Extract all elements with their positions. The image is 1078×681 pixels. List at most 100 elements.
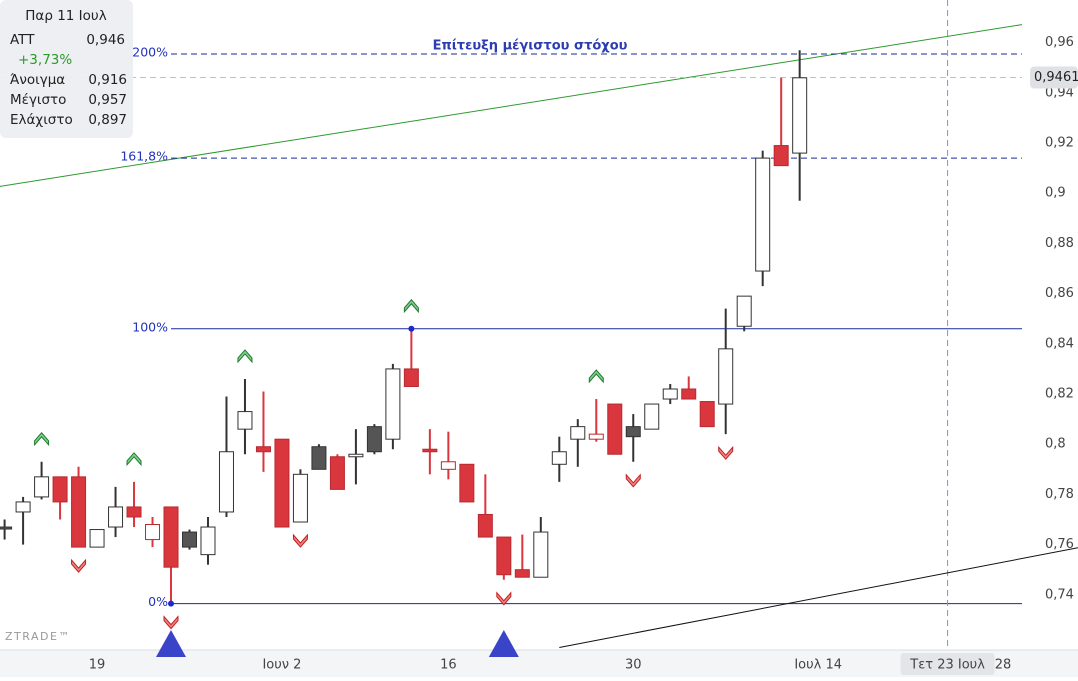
candle-body: [496, 536, 512, 576]
y-tick-label: 0,86: [1045, 286, 1074, 301]
candle-body: [163, 506, 179, 568]
sell-signal: [71, 558, 87, 573]
fib-label: 100%: [132, 319, 168, 334]
candle-body: [403, 368, 419, 387]
candle-body: [126, 506, 142, 518]
buy-signal: [126, 452, 142, 467]
fib-label: 161,8%: [120, 149, 168, 164]
candle-body: [255, 446, 271, 453]
buy-signal: [403, 299, 419, 314]
y-tick-label: 0,8: [1045, 437, 1066, 452]
candle-body: [237, 411, 253, 430]
candle-body: [662, 388, 678, 400]
candle-body: [533, 531, 549, 578]
candle-body: [292, 473, 308, 523]
tooltip-box: [0, 0, 133, 138]
sell-signal: [625, 473, 641, 488]
y-tick-label: 0,78: [1045, 487, 1074, 502]
candle-body: [218, 451, 234, 513]
tooltip-value: 0,957: [88, 92, 127, 108]
candle-body: [15, 501, 31, 513]
tooltip-change: +3,73%: [18, 52, 72, 68]
tooltip-date: Παρ 11 Ιουλ: [25, 8, 106, 24]
candle-body: [108, 506, 124, 528]
candle-body: [89, 529, 105, 548]
annotation: Επίτευξη μέγιστου στόχου: [433, 39, 628, 54]
candle-body: [773, 145, 789, 167]
trend-line: [559, 547, 1078, 648]
y-tick-label: 0,9: [1045, 186, 1066, 201]
candle-body: [681, 388, 697, 400]
candle-body: [736, 295, 752, 327]
y-tick-label: 0,94: [1045, 85, 1074, 100]
sell-signal: [496, 591, 512, 606]
y-tick-label: 0,76: [1045, 537, 1074, 552]
candle-body: [348, 453, 364, 458]
watermark: ZTRADE™: [5, 630, 71, 643]
candle-body: [71, 476, 87, 548]
tooltip-value: 0,897: [88, 112, 127, 128]
candle-body: [440, 461, 456, 470]
x-tick-label: Ιουλ 14: [794, 658, 842, 673]
candle-body: [514, 569, 530, 578]
pivot-triangle: [156, 630, 187, 657]
candle-body: [145, 524, 161, 541]
candle-body: [329, 456, 345, 490]
candle-body: [52, 476, 68, 503]
sell-signal: [292, 533, 308, 548]
candle-body: [311, 446, 327, 470]
x-tick-label: 30: [625, 658, 642, 673]
candle-body: [755, 157, 771, 272]
candle-body: [274, 438, 290, 528]
x-tick-label: 28: [995, 658, 1012, 673]
y-tick-label: 0,74: [1045, 587, 1074, 602]
tooltip-label: Ελάχιστο: [10, 112, 73, 128]
tooltip: Παρ 11 Ιουλ ATT 0,946 +3,73% Άνοιγμα 0,9…: [0, 0, 133, 138]
buy-signal: [588, 369, 604, 384]
crosshair-x-box: [900, 653, 995, 675]
candle-body: [200, 526, 216, 556]
fib-anchor: [408, 325, 415, 332]
y-tick-label: 0,82: [1045, 387, 1074, 402]
candle-body: [182, 531, 197, 548]
fib-label: 200%: [132, 44, 168, 59]
y-tick-label: 0,96: [1045, 35, 1074, 50]
x-tick-label: 16: [440, 658, 457, 673]
fib-anchor: [168, 600, 175, 607]
plot-area: [0, 0, 1022, 650]
x-tick-label: Ιουν 2: [262, 658, 301, 673]
trend-line: [0, 24, 1022, 187]
candle-body: [422, 448, 438, 453]
candle-body: [0, 526, 13, 530]
buy-signal: [237, 349, 253, 364]
candle-body: [34, 476, 50, 498]
candle-body: [385, 368, 401, 440]
x-tick-label: Τετ 23 Ιουλ: [909, 658, 985, 673]
candle-body: [459, 463, 475, 503]
candle-body: [551, 451, 567, 465]
y-tick-label: 0,88: [1045, 236, 1074, 251]
buy-signal: [34, 432, 50, 447]
candle-body: [792, 77, 808, 154]
candle-body: [699, 401, 715, 428]
candle-body: [570, 426, 586, 440]
crosshair-y-box: [1030, 66, 1078, 89]
candle-body: [607, 403, 623, 455]
tooltip-label: Άνοιγμα: [10, 72, 65, 88]
candle-body: [625, 426, 641, 438]
candle-body: [644, 403, 660, 430]
tooltip-symbol: ATT: [10, 32, 35, 48]
sell-signal: [163, 615, 179, 630]
candle-body: [366, 426, 382, 453]
pivot-triangle: [488, 630, 519, 657]
fib-label: 0%: [148, 594, 168, 609]
y-tick-label: 0,92: [1045, 136, 1074, 151]
y-tick-label: 0,84: [1045, 336, 1074, 351]
crosshair-y-label: 0,9461: [1034, 70, 1078, 85]
x-tick-label: 19: [89, 658, 106, 673]
candle-body: [588, 433, 604, 440]
candle-body: [477, 513, 493, 538]
tooltip-label: Μέγιστο: [10, 92, 66, 108]
